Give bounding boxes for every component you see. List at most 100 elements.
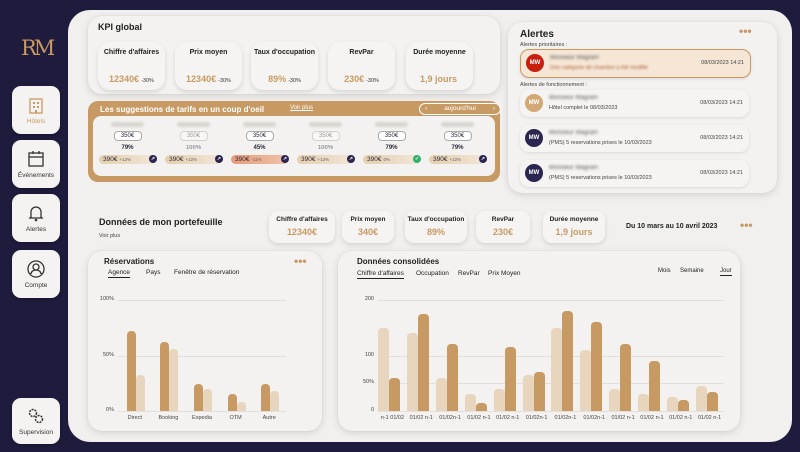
suggestion-card[interactable]: 350€ 79% 390€ +12% ↗ (429, 120, 487, 172)
kpi-avg-price: Prix moyen 12340€ -30% (175, 42, 242, 90)
x-tick-label: 01/02n-1 (525, 415, 548, 421)
y-tick-label: 50% (102, 351, 114, 358)
nav-alerts[interactable]: Alertes (12, 194, 60, 242)
suggestion-card[interactable]: 350€ 45% 390€ -11% ↗ (231, 120, 289, 172)
kpi-value: 12340€ -30% (109, 74, 154, 84)
alert-item[interactable]: MW Monsieur Wagram (PMS) 5 reservations … (520, 125, 749, 152)
next-arrow-icon[interactable]: › (492, 105, 495, 112)
suggestion-card[interactable]: 350€ 100% 390€ +12% ↗ (297, 120, 355, 172)
chart-bar (591, 322, 603, 411)
tab-pays[interactable]: Pays (146, 269, 161, 276)
grid-line (118, 411, 286, 412)
apply-icon[interactable]: ↗ (149, 155, 157, 163)
suggestions-title: Les suggestions de tarifs en un coup d'o… (100, 105, 265, 114)
chart-bar (227, 394, 237, 411)
reservations-more-menu[interactable]: ••• (294, 254, 307, 268)
price-delta: +12% (317, 157, 330, 162)
y-tick-label: 100 (364, 351, 374, 358)
alert-item[interactable]: MW Monsieur Wagram Hôtel complet le 08/0… (520, 90, 749, 117)
alert-author: Monsieur Wagram (549, 95, 598, 101)
suggested-price-bar: 390€ -11% ↗ (231, 155, 289, 164)
tab-agence[interactable]: Agence (108, 269, 131, 278)
chart-bar (475, 402, 487, 411)
x-tick-label: 01/02 n-1 (409, 415, 433, 421)
chart-bar (677, 399, 689, 411)
alert-date: 08/03/2023 14:21 (701, 60, 744, 66)
suggestion-card[interactable]: 350€ 100% 390€ +12% ↗ (165, 120, 223, 172)
chart-bar (522, 374, 534, 411)
period-day[interactable]: Jour (720, 268, 732, 276)
occupancy-percent: 100% (185, 145, 202, 151)
occupancy-percent: 79% (121, 145, 134, 151)
chart-bar (236, 402, 246, 411)
kpi-value: 89% -30% (268, 74, 301, 84)
alert-message: Hôtel complet le 08/03/2023 (549, 105, 618, 111)
reservations-chart: 0% 50% 100% Direct Booking Expedia OTM Autre (88, 251, 322, 431)
tab-revenue[interactable]: Chiffre d'affaires (357, 270, 404, 279)
blurred-label (441, 122, 474, 127)
apply-icon[interactable]: ↗ (281, 155, 289, 163)
consolidated-card: Données consolidées Chiffre d'affaires O… (338, 251, 740, 431)
chart-bar (169, 348, 179, 411)
suggestions-see-more-link[interactable]: Voir plus (290, 105, 314, 111)
kpi-value: 230€ -30% (344, 74, 379, 84)
alert-author: Monsieur Wagram (549, 165, 598, 171)
price-delta: 0% (383, 157, 390, 162)
tab-avg-price[interactable]: Prix Moyen (488, 270, 521, 277)
date-range: Du 10 mars au 10 avril 2023 (626, 223, 718, 230)
chart-bar (648, 361, 660, 411)
apply-icon[interactable]: ↗ (479, 155, 487, 163)
gears-icon (28, 408, 44, 424)
kpi-value: 12340€ -30% (186, 74, 231, 84)
kpi-value: 340€ (357, 227, 379, 237)
chart-bar (493, 388, 505, 411)
apply-icon[interactable]: ✓ (413, 155, 421, 163)
tab-occupancy[interactable]: Occupation (416, 270, 449, 277)
apply-icon[interactable]: ↗ (215, 155, 223, 163)
nav-hotels[interactable]: Hôtels (12, 86, 60, 134)
nav-events[interactable]: Événements (12, 140, 60, 188)
period-month[interactable]: Mois (658, 268, 671, 274)
logo[interactable]: RM (21, 36, 55, 60)
alert-item[interactable]: MW Monsieur Wagram Une catégorie de cham… (520, 49, 751, 78)
period-week[interactable]: Semaine (680, 268, 704, 274)
grid-line (378, 355, 724, 357)
x-tick-label: Booking (158, 415, 179, 421)
kpi-value: 89% (426, 227, 445, 237)
current-price: 350€ (179, 131, 208, 141)
kpi-avg-stay: Durée moyenne 1,9 jours (406, 42, 473, 90)
nav-supervision[interactable]: Supervision (12, 398, 60, 444)
priority-alerts-label: Alertes prioritaires : (520, 42, 568, 48)
apply-icon[interactable]: ↗ (347, 155, 355, 163)
chart-bar (436, 377, 448, 411)
grid-line (378, 411, 724, 412)
tab-revpar[interactable]: RevPar (458, 270, 480, 277)
tab-booking-window[interactable]: Fenêtre de réservation (174, 269, 240, 276)
x-tick-label: 01/02 n-1 (640, 415, 664, 421)
alerts-more-menu[interactable]: ••• (739, 24, 752, 38)
suggestion-card[interactable]: 350€ 79% 390€ +12% ↗ (99, 120, 157, 172)
current-price: 350€ (245, 131, 274, 141)
x-tick-label: Direct (127, 415, 142, 421)
portfolio-more-menu[interactable]: ••• (740, 218, 753, 232)
chart-bar (261, 384, 271, 411)
y-tick-label: 0 (370, 407, 374, 413)
x-tick-label: 01/02 n-1 (467, 415, 491, 421)
suggested-price-bar: 390€ 0% ✓ (363, 155, 421, 164)
portfolio-see-more-link[interactable]: Voir plus (99, 233, 121, 239)
prev-arrow-icon[interactable]: ‹ (425, 105, 428, 112)
suggestion-card[interactable]: 350€ 79% 390€ 0% ✓ (363, 120, 421, 172)
kpi-value: 1,9 jours (419, 74, 457, 84)
alert-date: 08/03/2023 14:21 (700, 100, 743, 106)
x-tick-label: 01/02n-1 (554, 415, 577, 421)
suggestions-cards: 350€ 79% 390€ +12% ↗ 350€ 100% 390€ +12% ↗ 350€ 45%… (93, 116, 495, 176)
alert-item[interactable]: MW Monsieur Wagram (PMS) 5 reservations … (520, 160, 749, 187)
avatar: MW (525, 129, 543, 147)
chart-bar (135, 375, 145, 411)
price-delta: +12% (119, 157, 132, 162)
nav-account[interactable]: Compte (12, 250, 60, 298)
y-tick-label: 0% (106, 407, 114, 413)
price-suggestions-panel: Les suggestions de tarifs en un coup d'o… (88, 101, 501, 182)
kpi-revpar: RevPar 230€ -30% (328, 42, 395, 90)
current-price: 350€ (443, 131, 472, 141)
